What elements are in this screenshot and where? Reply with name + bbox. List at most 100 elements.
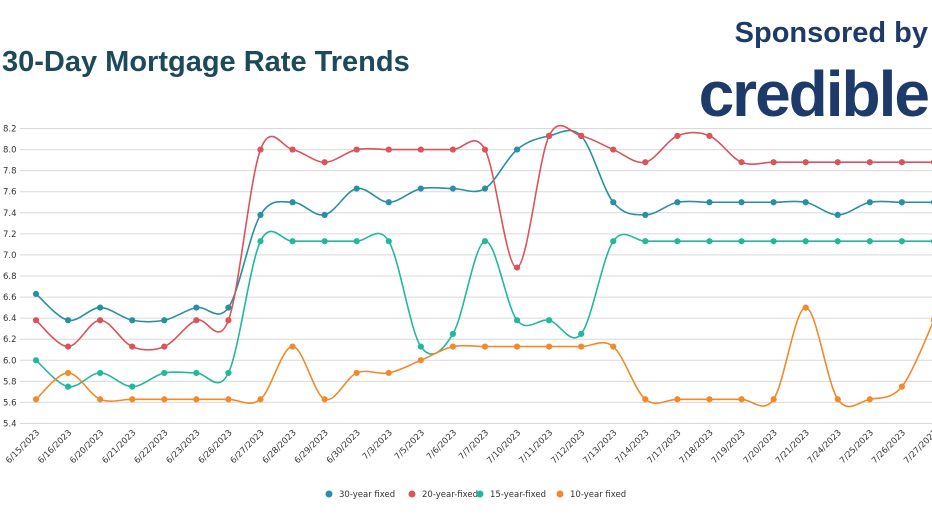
data-point (289, 199, 296, 206)
data-point (97, 304, 104, 311)
data-point (802, 238, 809, 245)
data-point (610, 199, 617, 206)
data-point (481, 238, 489, 245)
grid-lines (20, 128, 932, 424)
data-point (257, 211, 264, 218)
y-tick-label: 8.2 (3, 125, 17, 135)
data-point (289, 238, 296, 245)
y-tick-label: 7.6 (3, 188, 17, 198)
legend-marker (408, 490, 416, 498)
data-point (193, 396, 200, 403)
data-point (802, 304, 809, 311)
y-tick-label: 7.0 (3, 251, 17, 261)
page-title: 30-Day Mortgage Rate Trends (2, 46, 410, 78)
data-point (770, 159, 777, 166)
data-point (513, 264, 521, 271)
data-point (353, 146, 360, 153)
data-point (32, 396, 40, 403)
data-point (64, 369, 72, 377)
x-tick-label: 6/30/2023 (325, 428, 363, 466)
data-point (161, 396, 168, 403)
data-point (770, 396, 777, 403)
x-tick-label: 7/3/2023 (361, 428, 395, 462)
data-point (289, 146, 296, 153)
data-point (546, 132, 553, 139)
series-30-year-fixed (32, 129, 932, 324)
data-point (834, 159, 841, 166)
data-point (257, 238, 264, 245)
x-axis-ticks: 6/15/20236/16/20236/20/20236/21/20236/22… (4, 428, 932, 466)
data-point (64, 317, 72, 324)
legend-marker (325, 490, 333, 498)
data-point (706, 199, 713, 206)
data-point (513, 317, 521, 324)
data-point (834, 238, 841, 245)
data-point (353, 185, 360, 192)
y-tick-label: 6.2 (3, 335, 17, 345)
data-point (866, 199, 873, 206)
data-point (161, 317, 168, 324)
data-point (353, 369, 360, 377)
data-point (32, 317, 40, 324)
data-point (610, 238, 617, 245)
data-point (417, 185, 424, 192)
data-point (481, 146, 489, 153)
data-point (738, 396, 745, 403)
y-tick-label: 6.8 (3, 272, 17, 282)
series-line (35, 129, 932, 323)
data-point (674, 396, 681, 403)
data-point (834, 396, 841, 403)
data-point (706, 238, 713, 245)
data-point (738, 199, 745, 206)
sponsor-label: Sponsored by (735, 17, 928, 49)
data-point (642, 211, 649, 218)
data-point (513, 343, 521, 350)
data-point (129, 396, 136, 403)
credible-logo: credible (699, 58, 929, 130)
data-point (642, 238, 649, 245)
data-point (97, 396, 104, 403)
data-point (321, 159, 328, 166)
x-tick-label: 7/6/2023 (425, 428, 459, 462)
legend-label: 15-year-fixed (490, 490, 546, 500)
data-point (225, 396, 232, 403)
legend: 30-year fixed 20-year-fixed 15-year-fixed 1… (325, 490, 626, 500)
data-point (257, 396, 264, 403)
data-point (898, 383, 905, 390)
data-point (481, 343, 489, 350)
data-point (578, 330, 585, 338)
data-point (129, 317, 136, 324)
series-line (35, 306, 932, 408)
data-point (225, 304, 232, 311)
data-point (449, 146, 457, 153)
data-point (449, 343, 457, 350)
data-point (674, 132, 681, 139)
legend-marker (476, 490, 484, 498)
data-point (321, 396, 328, 403)
y-tick-label: 6.4 (3, 314, 17, 324)
data-point (674, 238, 681, 245)
series-line (35, 124, 932, 351)
data-point (481, 185, 489, 192)
legend-label: 10-year fixed (570, 490, 626, 500)
x-tick-label: 7/5/2023 (393, 428, 427, 462)
data-point (385, 146, 392, 153)
data-point (738, 238, 745, 245)
data-point (193, 369, 200, 377)
data-point (513, 146, 521, 153)
data-point (898, 159, 905, 166)
y-tick-label: 5.8 (3, 377, 17, 387)
data-point (417, 146, 424, 153)
data-point (834, 211, 841, 218)
data-point (546, 343, 553, 350)
data-point (225, 369, 232, 377)
y-tick-label: 7.4 (3, 209, 17, 219)
data-point (289, 343, 296, 350)
y-tick-label: 5.6 (3, 398, 17, 408)
data-point (674, 199, 681, 206)
data-point (802, 159, 809, 166)
data-point (129, 383, 136, 390)
legend-item: 20-year-fixed (408, 490, 478, 500)
data-point (97, 369, 104, 377)
